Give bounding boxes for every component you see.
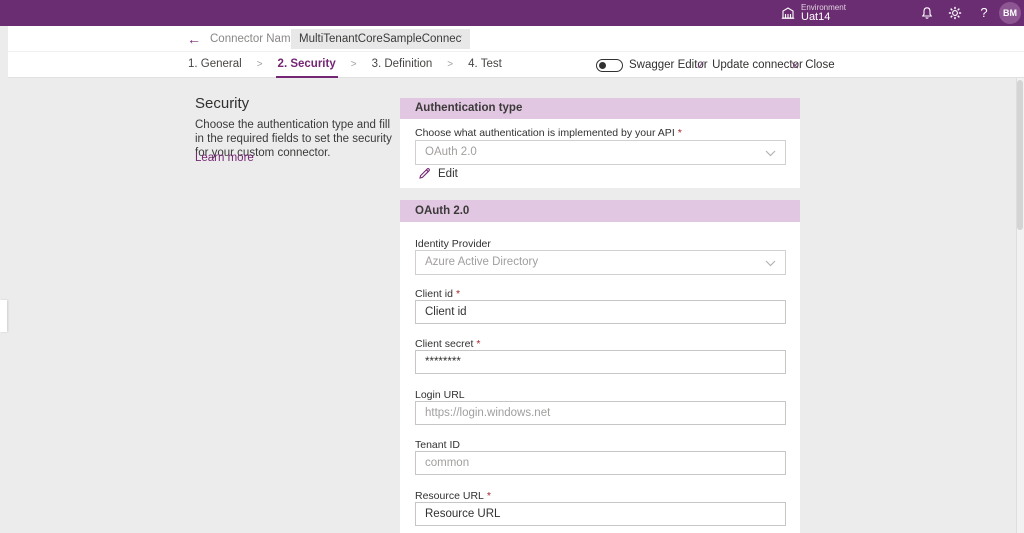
auth-type-dropdown[interactable]: OAuth 2.0 xyxy=(415,140,786,165)
security-step-content: Security Choose the authentication type … xyxy=(0,78,1024,533)
swagger-editor-toggle-label: Swagger Editor xyxy=(629,59,708,71)
swagger-editor-toggle[interactable] xyxy=(596,59,623,72)
required-marker: * xyxy=(677,127,682,139)
connector-name-input[interactable] xyxy=(291,29,470,49)
tenant-id-label: Tenant ID xyxy=(415,439,460,451)
update-connector-button[interactable]: ✓ Update connector xyxy=(696,52,803,78)
environment-name[interactable]: Uat14 xyxy=(801,11,831,23)
login-url-input[interactable] xyxy=(415,401,786,425)
auth-type-panel-body: Choose what authentication is implemente… xyxy=(400,119,800,188)
tab-security[interactable]: 2. Security xyxy=(275,52,338,78)
tab-general[interactable]: 1. General xyxy=(188,58,242,70)
auth-type-panel-header: Authentication type xyxy=(400,98,800,119)
identity-provider-dropdown[interactable]: Azure Active Directory xyxy=(415,250,786,275)
page-description: Choose the authentication type and fill … xyxy=(195,119,392,159)
back-arrow-icon[interactable]: ← xyxy=(187,31,201,47)
environment-icon xyxy=(781,7,795,19)
user-avatar[interactable]: BM xyxy=(999,2,1021,24)
pencil-icon xyxy=(419,168,430,179)
vertical-scrollbar[interactable] xyxy=(1016,78,1024,533)
tab-definition[interactable]: 3. Definition xyxy=(371,58,433,70)
required-marker: * xyxy=(476,338,481,350)
required-marker: * xyxy=(486,490,491,502)
required-marker: * xyxy=(455,288,461,300)
edit-label: Edit xyxy=(438,167,458,180)
client-secret-label: Client secret * xyxy=(415,338,481,350)
chevron-right-icon: > xyxy=(256,59,263,70)
chevron-down-icon xyxy=(765,150,776,157)
help-icon[interactable]: ? xyxy=(980,5,988,20)
connector-name-bar: ← Connector Name xyxy=(8,26,1024,52)
environment-label: Environment xyxy=(801,3,846,12)
scrollbar-thumb[interactable] xyxy=(1017,80,1023,230)
toggle-knob xyxy=(599,62,606,69)
chevron-right-icon: > xyxy=(447,59,454,70)
identity-provider-label: Identity Provider xyxy=(415,238,491,250)
wizard-tabs: 1. General > 2. Security > 3. Definition… xyxy=(186,52,504,78)
resource-url-label: Resource URL * xyxy=(415,490,491,502)
page-title: Security xyxy=(195,95,250,112)
resource-url-input[interactable] xyxy=(415,502,786,526)
oauth-panel-body: Identity Provider Azure Active Directory… xyxy=(400,222,800,533)
wizard-tab-bar: 1. General > 2. Security > 3. Definition… xyxy=(8,52,1024,78)
close-icon: × xyxy=(791,57,800,73)
tenant-id-input[interactable] xyxy=(415,451,786,475)
close-label: Close xyxy=(805,59,835,71)
client-id-input[interactable] xyxy=(415,300,786,324)
close-button[interactable]: × Close xyxy=(791,52,835,78)
notifications-bell-icon[interactable] xyxy=(920,6,934,20)
edit-auth-button[interactable]: Edit xyxy=(418,167,458,180)
connector-name-label: Connector Name xyxy=(210,33,297,45)
chevron-down-icon xyxy=(765,260,776,267)
feedback-flyout-handle[interactable] xyxy=(0,300,7,332)
tab-test[interactable]: 4. Test xyxy=(468,58,502,70)
chevron-right-icon: > xyxy=(350,59,357,70)
auth-type-field-label: Choose what authentication is implemente… xyxy=(415,127,682,139)
learn-more-link[interactable]: Learn more xyxy=(195,152,254,164)
login-url-label: Login URL xyxy=(415,389,465,401)
top-app-bar: Environment Uat14 ? BM xyxy=(0,0,1024,26)
client-id-label: Client id * xyxy=(415,288,461,300)
oauth-panel-header: OAuth 2.0 xyxy=(400,200,800,222)
settings-gear-icon[interactable] xyxy=(948,6,962,20)
check-icon: ✓ xyxy=(696,58,707,72)
update-connector-label: Update connector xyxy=(712,59,803,71)
client-secret-input[interactable] xyxy=(415,350,786,374)
